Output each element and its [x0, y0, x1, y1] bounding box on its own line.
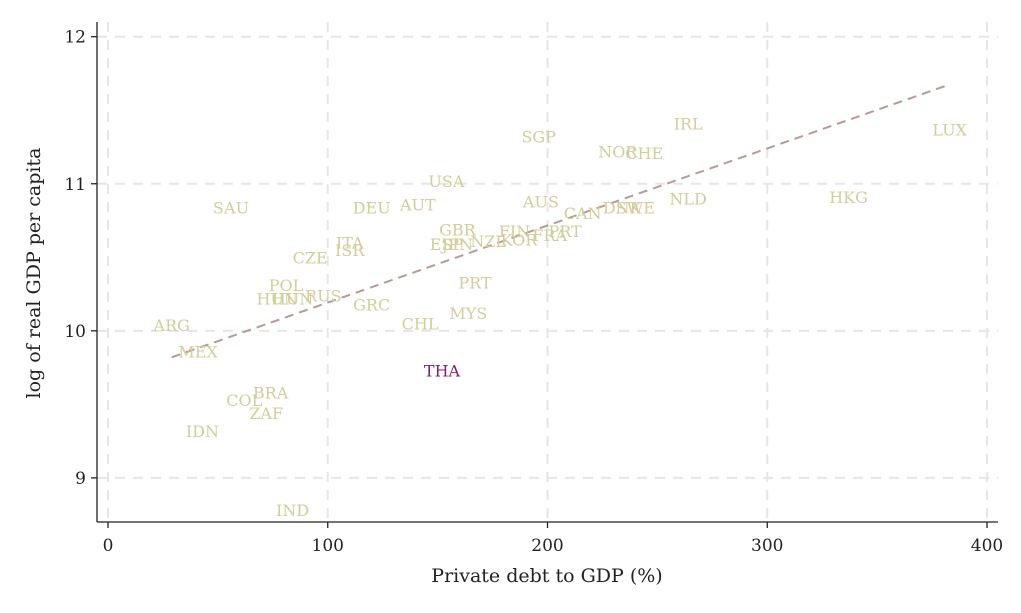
point-label-arg: ARG	[153, 316, 190, 335]
point-label-col: COL	[226, 391, 262, 410]
point-label-idn: IDN	[186, 422, 219, 441]
point-label-nld: NLD	[669, 189, 706, 208]
point-label-irl: IRL	[674, 114, 703, 133]
point-label-jpn: JPN	[440, 235, 473, 254]
point-label-aus: AUS	[522, 192, 559, 211]
point-label-grc: GRC	[353, 295, 390, 314]
y-axis-title: log of real GDP per capita	[23, 148, 45, 399]
point-label-can: CAN	[564, 204, 602, 223]
x-tick-label: 0	[103, 536, 114, 556]
point-label-che: CHE	[625, 144, 663, 163]
point-label-aut: AUT	[399, 195, 436, 214]
y-tick-label: 11	[64, 175, 86, 195]
point-label-zaf: ZAF	[249, 404, 283, 423]
point-label-tha: THA	[424, 362, 461, 381]
x-axis-title: Private debt to GDP (%)	[431, 565, 662, 587]
point-label-hkg: HKG	[829, 188, 868, 207]
point-label-usa: USA	[428, 172, 464, 191]
point-label-dnk: DNK	[603, 198, 643, 217]
x-tick-label: 200	[531, 536, 563, 556]
y-tick-label: 12	[64, 28, 86, 48]
point-label-ind: IND	[276, 501, 309, 520]
point-label-nor: NOR	[598, 142, 638, 161]
x-tick-label: 300	[751, 536, 783, 556]
point-label-fra: FRA	[532, 226, 567, 245]
y-tick-label: 10	[64, 322, 86, 342]
point-label-nzl: NZL	[470, 232, 506, 251]
point-label-gbr: GBR	[439, 220, 477, 239]
point-label-hun: HUN	[272, 289, 313, 308]
point-label-esp: ESP	[430, 235, 464, 254]
point-label-hun: HUN	[256, 289, 297, 308]
point-label-isr: ISR	[335, 241, 365, 260]
point-label-sau: SAU	[213, 198, 249, 217]
point-label-deu: DEU	[353, 198, 391, 217]
point-label-prt: PRT	[458, 273, 492, 292]
point-label-rus: RUS	[305, 287, 342, 306]
point-label-chl: CHL	[402, 314, 439, 333]
point-label-cze: CZE	[293, 248, 328, 267]
point-label-kor: KOR	[501, 231, 539, 250]
point-label-sgp: SGP	[521, 128, 556, 147]
fit-line	[171, 84, 948, 359]
point-label-swe: SWE	[616, 198, 655, 217]
point-label-lux: LUX	[932, 120, 967, 139]
tick-labels: 0 100 200 300 400 9 10 11 12	[64, 28, 1003, 556]
x-tick-label: 400	[971, 536, 1003, 556]
point-label-mys: MYS	[449, 304, 487, 323]
grid-lines	[97, 22, 998, 522]
point-label-prt: PRT	[548, 222, 582, 241]
x-tick-label: 100	[312, 536, 344, 556]
point-label-fin: FIN	[499, 222, 530, 241]
point-label-pol: POL	[269, 276, 304, 295]
point-label-mex: MEX	[178, 342, 218, 361]
point-label-ita: ITA	[336, 234, 364, 253]
point-label-bra: BRA	[253, 384, 289, 403]
y-tick-label: 9	[75, 469, 86, 489]
